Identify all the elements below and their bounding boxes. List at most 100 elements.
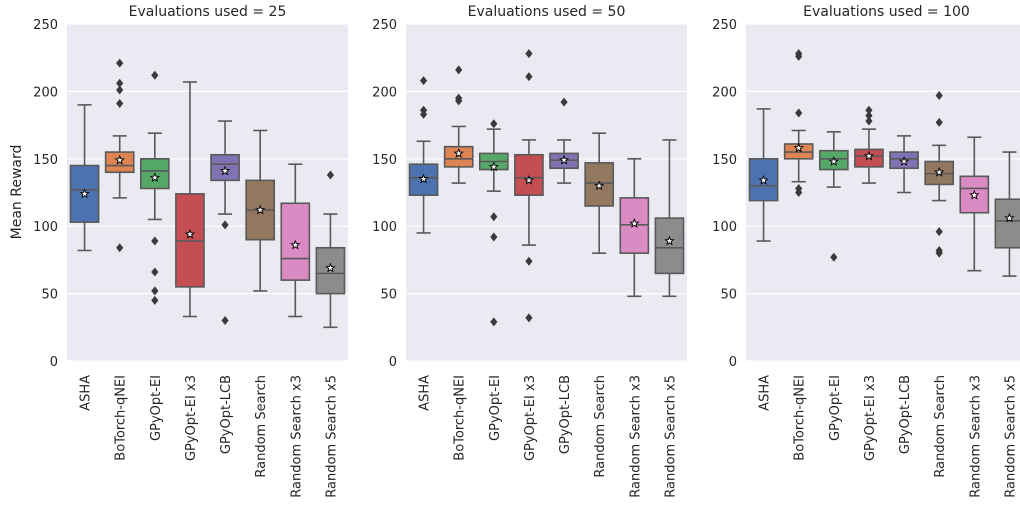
- mean-marker: [664, 235, 675, 246]
- x-tick-label: Random Search x3: [628, 375, 643, 498]
- y-tick-label: 50: [41, 288, 58, 303]
- mean-marker: [325, 262, 336, 273]
- box-body: [408, 163, 439, 196]
- box-asha: [408, 76, 439, 234]
- box-gpyopt-ei-x3: [175, 81, 205, 318]
- panel-3: 0 50 100 150 200 250 Evaluations used = 100 ASH…: [712, 4, 1020, 498]
- box-gpyopt-lcb: [549, 97, 579, 184]
- y-tick-label: 0: [50, 355, 58, 370]
- outlier-point: [525, 72, 533, 82]
- x-tick-label: BoTorch-qNEI: [453, 375, 468, 461]
- mean-marker: [453, 147, 464, 158]
- outlier-point: [525, 49, 533, 59]
- box-botorch-qnei: [783, 49, 814, 197]
- x-tick-label: Random Search: [593, 375, 608, 478]
- x-tick-label: ASHA: [758, 375, 773, 411]
- outlier-point: [455, 65, 463, 75]
- mean-marker: [594, 180, 605, 191]
- x-tick-label: GPyOpt-EI: [488, 375, 503, 441]
- box-random-search-x3: [619, 158, 650, 298]
- mean-marker: [114, 154, 125, 165]
- y-tick-label: 200: [712, 85, 737, 100]
- outlier-point: [326, 170, 335, 180]
- x-tick-label: BoTorch-qNEI: [793, 375, 808, 461]
- x-tick-label: Random Search: [254, 375, 269, 478]
- outlier-point: [795, 108, 803, 118]
- box-botorch-qnei: [104, 58, 135, 253]
- y-tick-label: 50: [380, 288, 397, 303]
- outlier-point: [221, 220, 229, 230]
- outlier-point: [490, 317, 498, 327]
- outlier-point: [151, 236, 159, 246]
- plot-background: [406, 24, 687, 361]
- box-gpyopt-ei: [139, 70, 170, 305]
- box-asha: [69, 104, 100, 252]
- box-gpyopt-ei: [818, 131, 849, 262]
- outlier-point: [116, 99, 124, 109]
- outlier-point: [830, 252, 838, 262]
- x-tick-label: Random Search x5: [1003, 375, 1018, 498]
- mean-marker: [149, 172, 161, 183]
- x-tick-label: GPyOpt-LCB: [898, 375, 913, 454]
- x-tick-label: GPyOpt-LCB: [219, 375, 234, 454]
- x-tick-label: Random Search x3: [289, 375, 304, 498]
- mean-marker: [184, 228, 196, 239]
- mean-marker: [793, 142, 804, 153]
- outlier-point: [490, 119, 498, 129]
- y-tick-label: 150: [712, 153, 737, 168]
- outlier-point: [151, 70, 159, 80]
- outlier-point: [490, 232, 498, 242]
- mean-marker: [290, 239, 301, 250]
- mean-marker: [79, 188, 90, 199]
- outlier-point: [525, 256, 533, 266]
- mean-marker: [629, 218, 640, 228]
- outlier-point: [865, 105, 873, 115]
- x-tick-label: ASHA: [418, 375, 433, 411]
- mean-marker: [1004, 212, 1015, 223]
- box-random-search: [245, 129, 276, 292]
- outlier-point: [116, 58, 124, 68]
- outlier-point: [419, 76, 428, 86]
- box-gpyopt-ei-x3: [514, 49, 544, 323]
- x-tick-label: Random Search x5: [663, 375, 678, 498]
- outlier-point: [151, 286, 159, 296]
- box-body: [315, 246, 346, 295]
- mean-marker: [558, 154, 570, 165]
- outlier-point: [221, 316, 229, 326]
- mean-marker: [254, 204, 266, 215]
- box-gpyopt-lcb: [210, 120, 240, 326]
- x-tick-label: GPyOpt-LCB: [558, 375, 573, 454]
- y-tick-label: 250: [372, 18, 397, 33]
- x-tick-label: Random Search x3: [968, 375, 983, 498]
- x-tick-label: GPyOpt-EI x3: [184, 375, 199, 461]
- mean-marker: [828, 156, 840, 166]
- mean-marker: [898, 156, 910, 166]
- mean-marker: [219, 165, 231, 176]
- x-tick-label: Random Search: [933, 375, 948, 478]
- box-random-search: [924, 90, 955, 258]
- y-tick-label: 250: [712, 18, 737, 33]
- y-tick-label: 100: [33, 220, 58, 235]
- y-tick-label: 250: [33, 18, 58, 33]
- y-tick-label: 150: [372, 153, 397, 168]
- box-random-search: [584, 132, 615, 254]
- outlier-point: [116, 78, 124, 88]
- outlier-point: [935, 227, 943, 237]
- outlier-point: [795, 49, 803, 59]
- outlier-point: [455, 93, 463, 103]
- outlier-point: [116, 243, 124, 253]
- box-body: [443, 145, 474, 168]
- box-asha: [748, 108, 779, 242]
- outlier-point: [151, 267, 159, 277]
- outlier-point: [525, 313, 533, 323]
- plot-background: [67, 24, 348, 361]
- x-tick-label: GPyOpt-EI x3: [863, 375, 878, 461]
- box-body: [994, 198, 1020, 249]
- mean-marker: [523, 174, 535, 185]
- box-random-search-x5: [994, 151, 1020, 277]
- mean-marker: [863, 150, 875, 161]
- mean-marker: [758, 174, 769, 185]
- box-random-search-x3: [959, 136, 990, 272]
- outlier-point: [560, 97, 568, 107]
